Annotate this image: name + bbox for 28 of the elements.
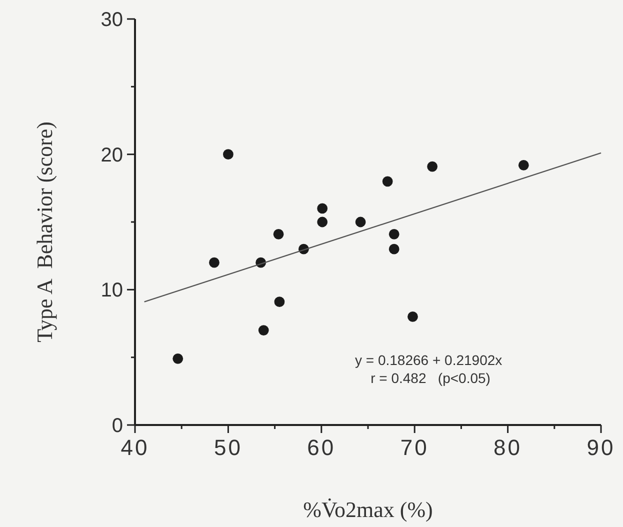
point bbox=[388, 228, 400, 240]
point bbox=[223, 149, 234, 160]
y-axis-title: Type A Behavior (score) bbox=[32, 122, 57, 342]
x-tick-label: 40 bbox=[120, 435, 150, 460]
point bbox=[317, 216, 328, 228]
point bbox=[172, 353, 184, 364]
x-axis-title: %V̇o2max (%) bbox=[303, 497, 433, 522]
point bbox=[388, 244, 400, 254]
point bbox=[382, 176, 393, 187]
point bbox=[518, 160, 529, 170]
point bbox=[427, 161, 438, 172]
y-tick-label: 20 bbox=[100, 144, 123, 166]
point bbox=[355, 216, 366, 228]
point bbox=[408, 312, 418, 322]
x-tick-label: 90 bbox=[586, 435, 616, 460]
point bbox=[273, 228, 284, 240]
y-tick-label: 10 bbox=[100, 280, 123, 302]
point bbox=[209, 257, 220, 268]
x-tick-label: 80 bbox=[494, 435, 522, 460]
x-tick-label: 70 bbox=[400, 435, 429, 460]
y-tick-label: 30 bbox=[100, 9, 123, 31]
point bbox=[258, 325, 269, 336]
point bbox=[274, 296, 285, 308]
x-tick-label: 50 bbox=[214, 435, 242, 460]
annotation: y = 0.18266 + 0.21902x r = 0.482 (p<0.05) bbox=[355, 352, 502, 386]
x-tick-label: 60 bbox=[307, 435, 336, 460]
y-tick-label: 0 bbox=[112, 415, 123, 437]
point bbox=[317, 203, 328, 214]
